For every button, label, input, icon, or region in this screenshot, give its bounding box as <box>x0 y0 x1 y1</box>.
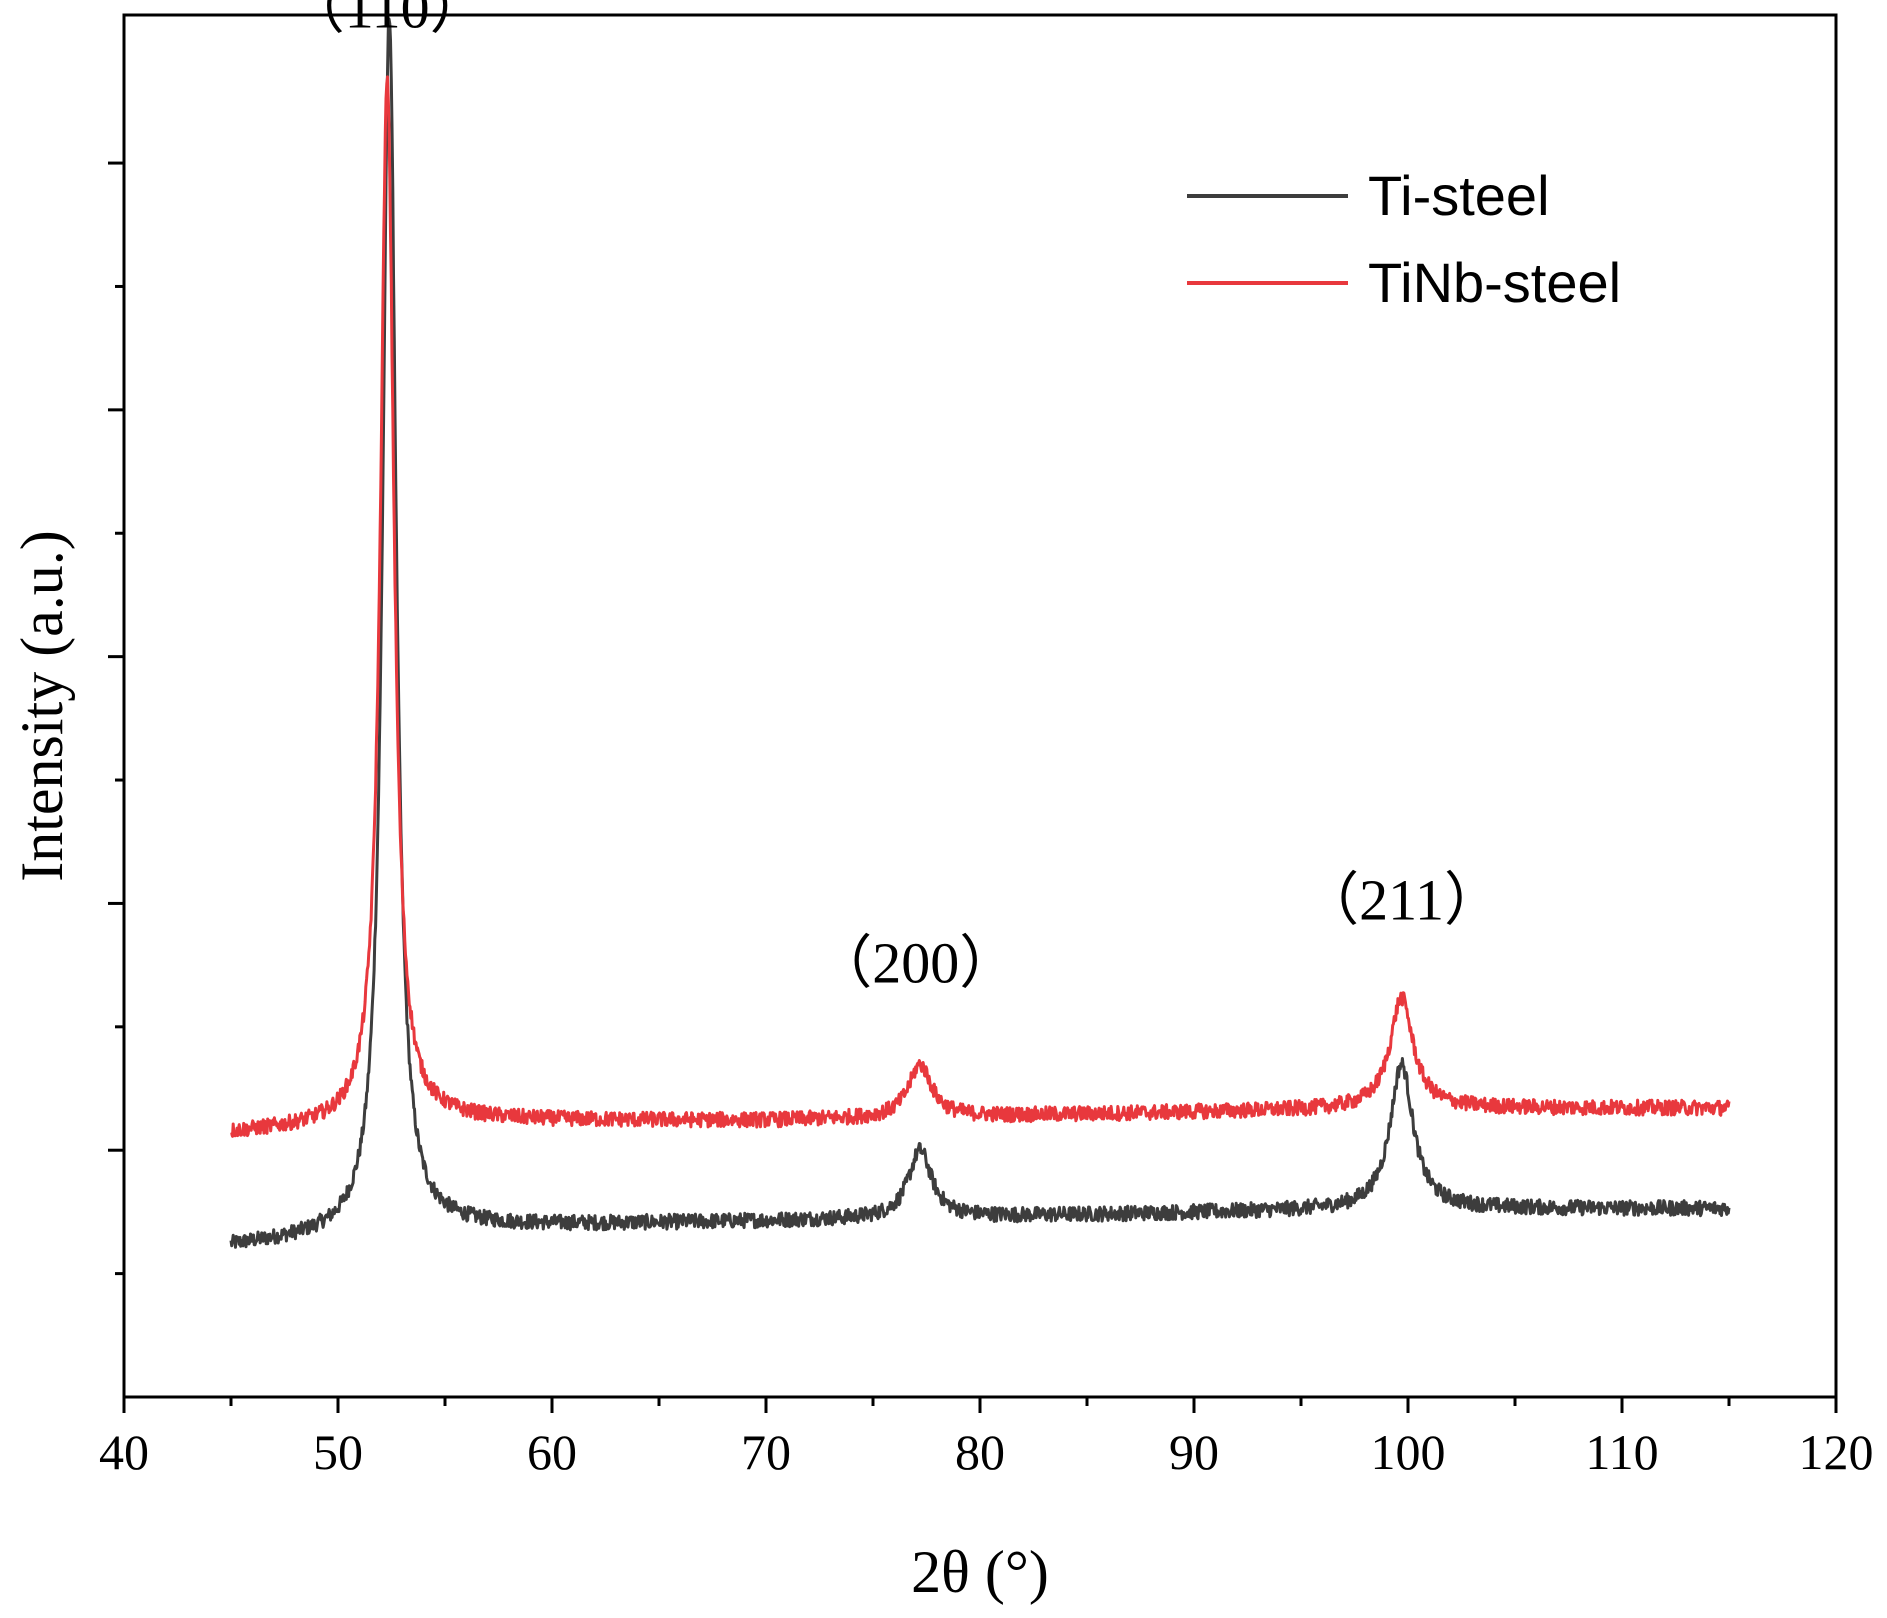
x-tick-label-100: 100 <box>1371 1424 1446 1480</box>
series-line-ti-steel <box>229 17 1731 1249</box>
x-tick-label-50: 50 <box>313 1424 363 1480</box>
peak-label-0: （110） <box>287 0 488 41</box>
x-tick-label-80: 80 <box>955 1424 1005 1480</box>
legend: Ti-steel TiNb-steel <box>1187 164 1621 314</box>
peak-label-1: （200） <box>814 930 1017 995</box>
x-tick-label-60: 60 <box>527 1424 577 1480</box>
x-tick-label-110: 110 <box>1585 1424 1658 1480</box>
y-axis-title: Intensity (a.u.) <box>9 530 75 882</box>
legend-label-tinb-steel: TiNb-steel <box>1368 251 1621 314</box>
peak-label-2: （211） <box>1301 868 1502 933</box>
x-axis-title: 2θ (°) <box>911 1539 1049 1605</box>
legend-label-ti-steel: Ti-steel <box>1368 164 1550 227</box>
x-tick-label-90: 90 <box>1169 1424 1219 1480</box>
series-layer <box>229 17 1731 1249</box>
ticks-layer: 40 50 60 70 80 90 100 110 120 <box>99 161 1874 1480</box>
series-line-tinb-steel <box>230 75 1731 1138</box>
annotation-layer: （110） （200） （211） <box>287 0 1502 995</box>
x-tick-label-70: 70 <box>741 1424 791 1480</box>
x-tick-label-40: 40 <box>99 1424 149 1480</box>
x-tick-label-120: 120 <box>1799 1424 1874 1480</box>
